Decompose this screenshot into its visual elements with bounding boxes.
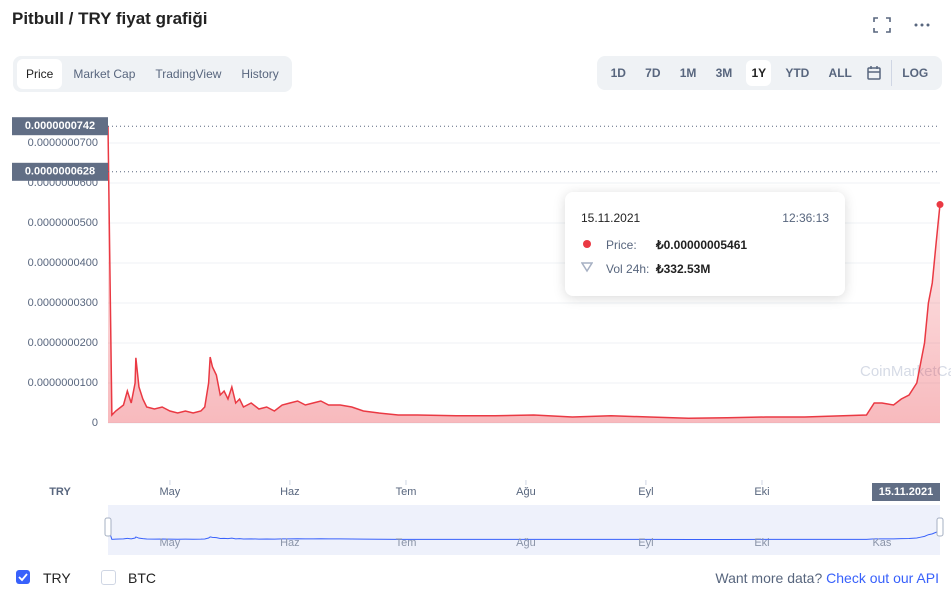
price-dot xyxy=(583,240,591,248)
y-tick-label: 0.0000000300 xyxy=(28,297,98,309)
navigator-label: May xyxy=(160,537,181,549)
tab[interactable]: History xyxy=(241,67,279,81)
price-marker-bg xyxy=(12,117,108,136)
range-button[interactable]: LOG xyxy=(891,60,933,86)
navigator-handle xyxy=(936,517,944,537)
vol-icon xyxy=(581,262,593,273)
x-tick-label: Tem xyxy=(396,486,417,498)
api-link[interactable]: Check out our API xyxy=(826,570,939,586)
crosshair-bg xyxy=(872,483,940,501)
range-button[interactable]: ALL xyxy=(828,66,852,80)
tab-bar: Price Market Cap TradingView History xyxy=(13,56,292,92)
price-marker-label: 0.0000000628 xyxy=(25,166,95,178)
range-button[interactable]: YTD xyxy=(785,66,810,80)
x-tick-label: Ağu xyxy=(516,486,536,498)
y-tick-label: 0.0000000700 xyxy=(28,137,98,149)
y-tick-label: 0.0000000200 xyxy=(28,337,98,349)
range-button[interactable]: 1D xyxy=(610,66,626,80)
tooltip-date: 15.11.2021 xyxy=(581,211,641,225)
tab[interactable]: Market Cap xyxy=(73,67,136,81)
navigator-bg xyxy=(108,505,940,555)
tab[interactable]: Price xyxy=(17,59,63,89)
x-tick-label: Haz xyxy=(280,486,300,498)
page-title: Pitbull / TRY fiyat grafiği xyxy=(12,9,208,28)
x-tick-label: May xyxy=(160,486,181,498)
y-tick-label: 0.0000000100 xyxy=(28,377,98,389)
navigator-label: Eyl xyxy=(638,537,653,549)
price-marker-label: 0.0000000742 xyxy=(25,120,95,132)
range-bar: 1D 7D 1M 3M 1Y YTD ALL LOG xyxy=(597,56,942,90)
checkbox-label: BTC xyxy=(128,570,156,586)
tooltip-vol-label: Vol 24h: xyxy=(606,262,650,276)
navigator-label: Eki xyxy=(754,537,769,549)
x-tick-label: Eyl xyxy=(638,486,653,498)
navigator-label: Kas xyxy=(872,537,891,549)
navigator-handle xyxy=(104,517,112,537)
tooltip-vol: ₺332.53M xyxy=(656,262,711,276)
calendar-icon[interactable] xyxy=(866,65,882,81)
y-tick-label: 0.0000000400 xyxy=(28,257,98,269)
y-tick-label: 0.0000000500 xyxy=(28,217,98,229)
checkbox[interactable] xyxy=(101,570,116,585)
crosshair-label: 15.11.2021 xyxy=(879,486,933,498)
range-button[interactable]: 1M xyxy=(679,66,697,80)
x-tick-label: Eki xyxy=(754,486,769,498)
last-point xyxy=(936,201,944,209)
range-button[interactable]: 1Y xyxy=(746,60,772,86)
more-icon[interactable] xyxy=(912,16,932,34)
range-button[interactable]: 7D xyxy=(645,66,661,80)
price-marker-bg xyxy=(12,162,108,181)
y-axis-label: TRY xyxy=(49,486,71,498)
chart: TRY CoinMarketCap 00.00000001000.0000000… xyxy=(12,117,951,555)
fullscreen-icon[interactable] xyxy=(872,16,892,34)
y-tick-label: 0 xyxy=(92,417,98,429)
tab[interactable]: TradingView xyxy=(155,67,222,81)
question: Want more data? xyxy=(715,570,823,586)
checkbox-label: TRY xyxy=(43,570,71,586)
tooltip-price: ₺0.00000005461 xyxy=(656,238,748,252)
price-line xyxy=(107,126,941,419)
tooltip-time: 12:36:13 xyxy=(782,211,829,225)
navigator-line xyxy=(107,527,941,540)
range-button[interactable]: 3M xyxy=(715,66,733,80)
checkbox-checked[interactable] xyxy=(16,570,30,584)
navigator-label: Tem xyxy=(396,537,417,549)
tooltip-price-label: Price: xyxy=(606,238,637,252)
navigator-label: Haz xyxy=(280,537,300,549)
tooltip: 15.11.2021 12:36:13 Price: ₺0.0000000546… xyxy=(565,192,845,296)
footer-text: Want more data? Check out our API xyxy=(715,570,939,586)
navigator-label: Ağu xyxy=(516,537,536,549)
